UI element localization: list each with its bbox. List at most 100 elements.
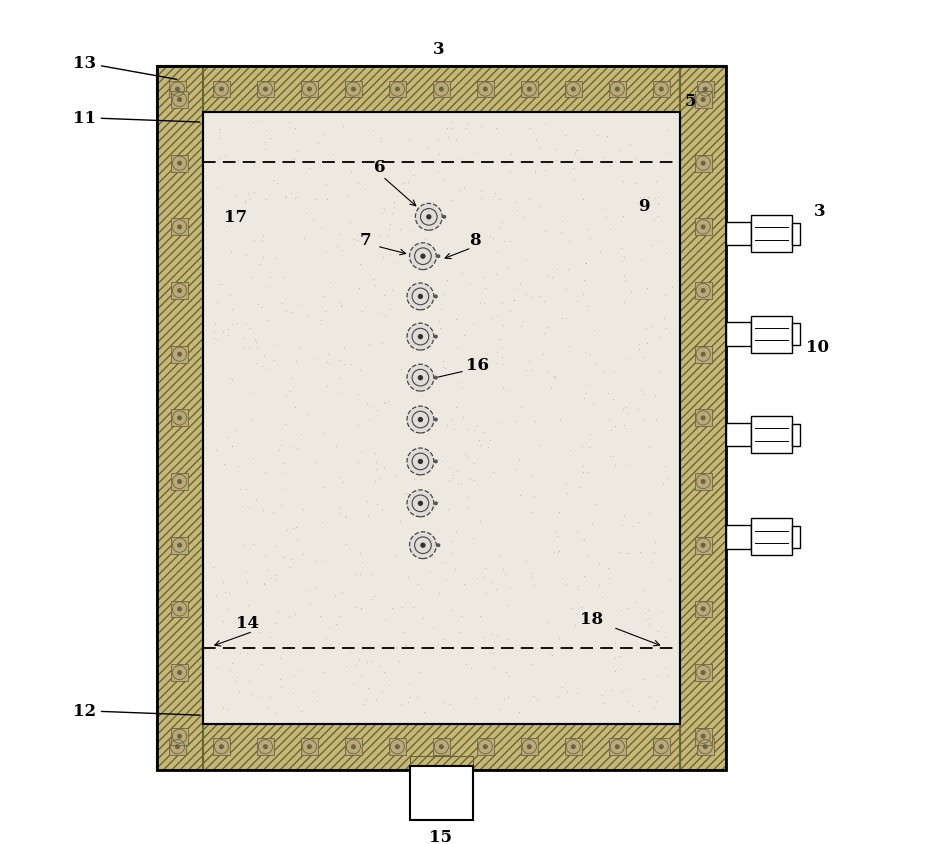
Point [297, 231, 312, 245]
Circle shape [177, 479, 182, 484]
Point [660, 668, 675, 682]
Point [369, 693, 383, 706]
Point [598, 211, 613, 225]
Point [476, 426, 491, 440]
Point [289, 145, 304, 159]
Point [606, 365, 620, 379]
Point [267, 354, 282, 368]
Point [554, 681, 569, 695]
Point [393, 223, 408, 236]
Point [584, 517, 599, 530]
Point [257, 576, 272, 590]
Point [301, 583, 316, 597]
Point [580, 300, 595, 313]
Point [215, 278, 230, 291]
Point [352, 653, 367, 667]
Point [459, 122, 474, 136]
Point [242, 674, 257, 688]
Point [494, 342, 508, 355]
Point [289, 192, 304, 205]
Point [240, 647, 255, 660]
Point [542, 648, 557, 662]
Point [368, 474, 383, 488]
Point [632, 704, 647, 717]
Point [221, 322, 236, 336]
Point [220, 329, 235, 343]
Point [284, 553, 299, 566]
Point [285, 687, 300, 701]
Point [628, 152, 643, 165]
Point [620, 694, 634, 707]
Point [558, 577, 573, 591]
Point [216, 576, 230, 589]
Point [540, 158, 555, 171]
Point [650, 197, 665, 211]
Point [497, 567, 512, 581]
Point [637, 388, 652, 402]
Point [318, 245, 333, 258]
Point [538, 164, 553, 177]
Bar [345, 738, 362, 755]
Circle shape [434, 501, 438, 506]
Point [351, 388, 366, 402]
Point [472, 295, 487, 309]
Point [350, 177, 365, 191]
Point [578, 346, 593, 360]
Point [468, 691, 483, 705]
Point [615, 519, 630, 533]
Point [494, 216, 509, 230]
Point [593, 609, 608, 622]
Bar [258, 82, 273, 98]
Point [576, 288, 591, 301]
Point [532, 200, 547, 214]
Point [490, 416, 505, 430]
Point [617, 508, 632, 522]
Point [360, 495, 375, 508]
Point [274, 483, 289, 496]
Point [650, 235, 665, 248]
Point [607, 664, 622, 678]
Point [457, 329, 472, 343]
Point [257, 350, 272, 364]
Point [466, 457, 481, 470]
Point [571, 480, 586, 494]
Point [494, 350, 509, 364]
Point [296, 503, 311, 517]
Point [259, 314, 274, 327]
Point [658, 630, 673, 644]
Circle shape [407, 284, 434, 311]
Point [582, 441, 597, 454]
Point [283, 561, 298, 575]
Point [326, 148, 341, 161]
Point [268, 569, 283, 582]
Point [215, 645, 230, 658]
Point [354, 602, 369, 615]
Point [315, 290, 330, 304]
Point [272, 652, 287, 665]
Point [554, 215, 569, 229]
Point [572, 642, 587, 656]
Point [522, 192, 536, 206]
Circle shape [701, 733, 705, 738]
Point [536, 295, 551, 309]
Point [527, 579, 542, 592]
Point [629, 177, 644, 191]
Point [448, 562, 463, 576]
Point [278, 192, 293, 205]
Circle shape [307, 88, 312, 93]
Point [643, 239, 658, 252]
Circle shape [395, 744, 400, 749]
Bar [697, 82, 714, 98]
Circle shape [701, 161, 705, 166]
Text: 7: 7 [360, 231, 371, 248]
Point [331, 371, 346, 385]
Point [501, 581, 516, 594]
Point [335, 586, 350, 599]
Bar [565, 82, 581, 98]
Bar [751, 417, 791, 453]
Point [406, 601, 421, 614]
Point [240, 576, 255, 589]
Circle shape [434, 335, 438, 339]
Point [277, 467, 292, 480]
Point [263, 631, 278, 645]
